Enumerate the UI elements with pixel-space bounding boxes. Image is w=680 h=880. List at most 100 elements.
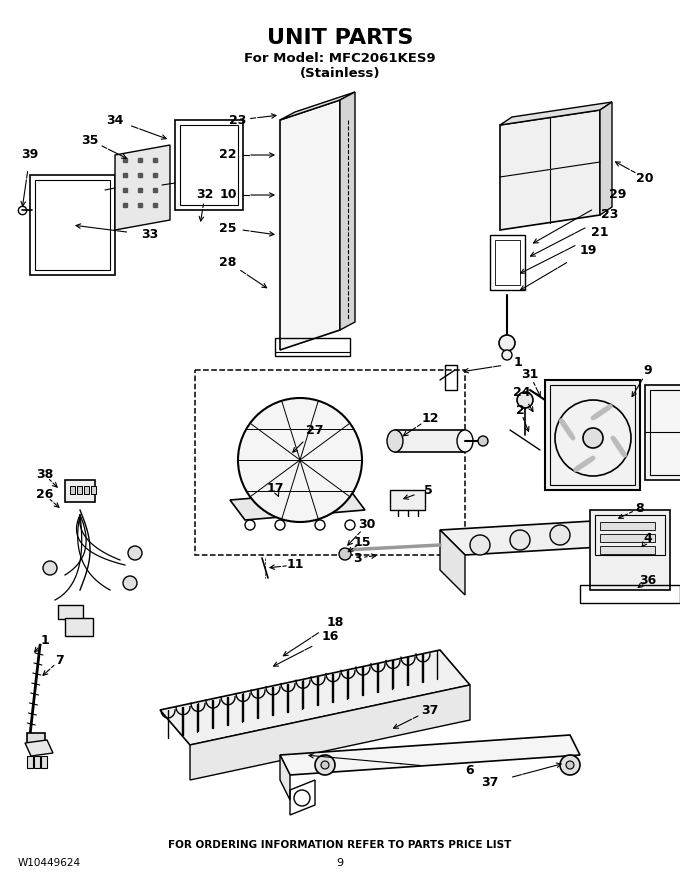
Text: 21: 21	[591, 226, 609, 239]
Circle shape	[510, 530, 530, 550]
Bar	[27, 733, 45, 743]
Polygon shape	[500, 102, 612, 125]
Text: 39: 39	[21, 149, 39, 162]
Text: 31: 31	[522, 369, 539, 382]
Text: 23: 23	[229, 114, 247, 127]
FancyArrowPatch shape	[615, 440, 623, 453]
Polygon shape	[230, 490, 365, 520]
Text: 12: 12	[421, 412, 439, 424]
Bar	[195, 370, 465, 555]
Bar	[77, 486, 82, 494]
Bar	[34, 756, 40, 768]
Polygon shape	[440, 520, 635, 555]
Circle shape	[583, 428, 603, 448]
Polygon shape	[440, 530, 465, 595]
Text: 37: 37	[481, 776, 498, 789]
Circle shape	[123, 576, 137, 590]
Bar	[65, 618, 93, 636]
Text: 34: 34	[106, 114, 124, 127]
Polygon shape	[280, 735, 580, 775]
Circle shape	[315, 755, 335, 775]
FancyArrowPatch shape	[595, 408, 608, 416]
Polygon shape	[340, 92, 355, 330]
Bar	[84, 486, 89, 494]
Circle shape	[550, 525, 570, 545]
Text: 32: 32	[197, 188, 214, 202]
Polygon shape	[600, 102, 612, 215]
Polygon shape	[25, 740, 53, 756]
Bar	[490, 235, 525, 290]
Circle shape	[517, 392, 533, 408]
Text: UNIT PARTS: UNIT PARTS	[267, 28, 413, 48]
Bar	[390, 490, 425, 510]
Bar	[41, 756, 47, 768]
Bar	[580, 585, 680, 603]
Bar	[545, 380, 640, 490]
FancyArrowPatch shape	[578, 459, 591, 468]
FancyArrowPatch shape	[563, 423, 571, 436]
Circle shape	[470, 535, 490, 555]
Text: FOR ORDERING INFORMATION REFER TO PARTS PRICE LIST: FOR ORDERING INFORMATION REFER TO PARTS …	[169, 840, 511, 850]
Circle shape	[128, 546, 142, 560]
Circle shape	[321, 761, 329, 769]
Bar	[275, 338, 350, 356]
Text: 38: 38	[36, 468, 54, 481]
Text: 7: 7	[56, 654, 65, 666]
Text: (Stainless): (Stainless)	[300, 67, 380, 80]
Bar	[58, 605, 83, 619]
Text: 27: 27	[306, 423, 324, 436]
Circle shape	[238, 398, 362, 522]
Text: 18: 18	[326, 615, 343, 628]
Text: 3: 3	[354, 552, 362, 564]
Bar	[30, 175, 115, 275]
Text: 37: 37	[422, 703, 439, 716]
Polygon shape	[280, 92, 355, 120]
Bar	[495, 240, 520, 285]
Bar	[590, 510, 670, 590]
Text: W10449624: W10449624	[18, 858, 81, 868]
Polygon shape	[160, 650, 470, 745]
Circle shape	[566, 761, 574, 769]
Bar	[35, 180, 110, 270]
Text: 36: 36	[639, 574, 657, 586]
Circle shape	[560, 755, 580, 775]
Text: 9: 9	[644, 363, 652, 377]
Text: 4: 4	[644, 532, 652, 545]
Polygon shape	[190, 685, 470, 780]
Bar	[65, 480, 95, 502]
Circle shape	[499, 335, 515, 351]
Text: 26: 26	[36, 488, 54, 502]
Ellipse shape	[387, 430, 403, 452]
Bar	[600, 546, 655, 554]
Ellipse shape	[457, 430, 473, 452]
Polygon shape	[280, 100, 340, 350]
Bar	[27, 756, 33, 768]
Text: 9: 9	[337, 858, 343, 868]
Text: 22: 22	[219, 149, 237, 162]
Text: 25: 25	[219, 222, 237, 234]
Text: 2: 2	[515, 404, 524, 416]
Bar	[645, 385, 680, 480]
Text: 15: 15	[353, 536, 371, 548]
Bar	[550, 385, 635, 485]
Bar	[600, 534, 655, 542]
Text: 16: 16	[322, 630, 339, 643]
Text: 11: 11	[286, 559, 304, 571]
Text: 23: 23	[601, 209, 619, 222]
Text: 5: 5	[424, 483, 432, 496]
Text: 20: 20	[636, 172, 653, 185]
Polygon shape	[280, 755, 290, 800]
Text: 17: 17	[267, 481, 284, 495]
Text: For Model: MFC2061KES9: For Model: MFC2061KES9	[244, 52, 436, 65]
Text: 1: 1	[513, 356, 522, 370]
Text: 28: 28	[220, 255, 237, 268]
Circle shape	[502, 350, 512, 360]
Bar	[595, 515, 665, 555]
Bar	[600, 522, 655, 530]
Circle shape	[478, 436, 488, 446]
Text: 30: 30	[358, 518, 375, 532]
Text: 33: 33	[141, 229, 158, 241]
Text: 19: 19	[579, 244, 596, 256]
Polygon shape	[500, 110, 600, 230]
Circle shape	[43, 561, 57, 575]
